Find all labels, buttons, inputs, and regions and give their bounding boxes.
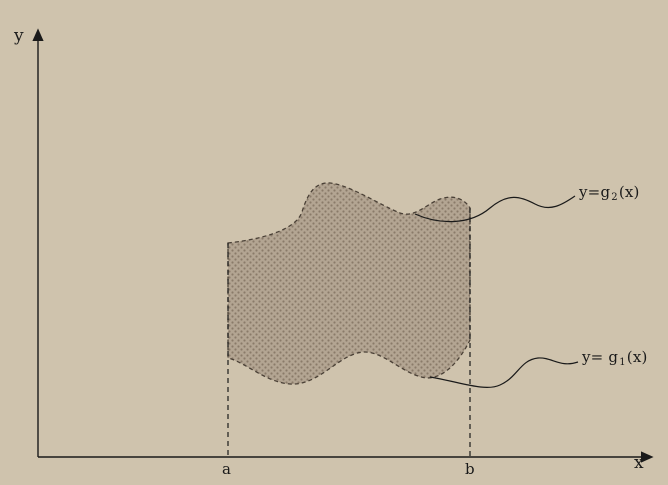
x-axis-label: x — [634, 453, 644, 473]
upper-bound-label: b — [465, 460, 475, 478]
lower-curve-pointer — [429, 357, 579, 388]
upper-curve-pointer — [414, 195, 576, 223]
upper-curve-prefix: y=g — [579, 183, 611, 201]
y-axis-label: y — [14, 26, 24, 46]
upper-curve-suffix: (x) — [618, 183, 640, 201]
shaded-region — [227, 182, 471, 385]
upper-curve-label: y=g2(x) — [579, 185, 640, 203]
lower-curve-label: y= g1(x) — [582, 350, 648, 368]
lower-curve-prefix: y= g — [582, 348, 619, 366]
lower-curve-subscript: 1 — [619, 357, 626, 368]
lower-curve-suffix: (x) — [626, 348, 648, 366]
upper-curve-subscript: 2 — [611, 192, 618, 203]
lower-bound-label: a — [222, 460, 231, 478]
